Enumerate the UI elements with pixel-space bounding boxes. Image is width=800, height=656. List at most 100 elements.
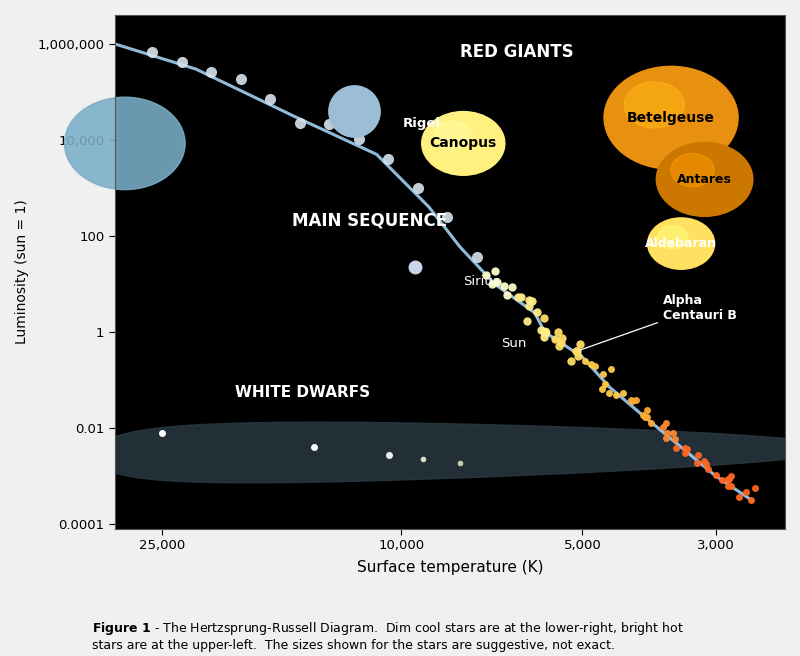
- Circle shape: [670, 154, 714, 187]
- Point: [514, 291, 527, 302]
- Text: Alpha
Centauri B: Alpha Centauri B: [580, 294, 737, 350]
- Y-axis label: Luminosity (sun = 1): Luminosity (sun = 1): [15, 199, 29, 344]
- Point: [382, 449, 395, 460]
- Point: [571, 350, 584, 361]
- Point: [534, 324, 547, 335]
- Point: [382, 154, 394, 164]
- Point: [506, 282, 519, 293]
- Point: [692, 449, 705, 460]
- Point: [489, 266, 502, 276]
- Point: [551, 327, 564, 337]
- Point: [660, 427, 673, 438]
- Point: [589, 361, 602, 371]
- Point: [479, 270, 492, 280]
- Point: [411, 183, 424, 194]
- Point: [637, 409, 650, 420]
- Point: [585, 358, 598, 369]
- Text: RED GIANTS: RED GIANTS: [460, 43, 574, 61]
- Point: [669, 434, 682, 444]
- Point: [522, 300, 535, 311]
- Point: [666, 428, 679, 438]
- Point: [710, 470, 722, 480]
- Circle shape: [658, 226, 688, 249]
- Circle shape: [656, 142, 753, 216]
- Point: [626, 396, 638, 406]
- Point: [596, 384, 609, 394]
- Text: Sun: Sun: [502, 337, 526, 350]
- Point: [679, 443, 692, 453]
- Point: [264, 94, 277, 104]
- Point: [352, 134, 365, 144]
- Point: [641, 412, 654, 422]
- Point: [530, 306, 543, 317]
- Circle shape: [647, 218, 714, 269]
- Point: [549, 333, 562, 344]
- Text: Canopus: Canopus: [430, 136, 497, 150]
- Point: [146, 47, 158, 57]
- Circle shape: [604, 66, 738, 169]
- Point: [700, 459, 713, 470]
- Text: $\mathbf{Figure\ 1}$ - The Hertzsprung-Russell Diagram.  Dim cool stars are at t: $\mathbf{Figure\ 1}$ - The Hertzsprung-R…: [92, 620, 684, 652]
- Point: [638, 412, 651, 422]
- Point: [617, 387, 630, 398]
- Point: [733, 492, 746, 502]
- Point: [486, 279, 499, 289]
- Point: [748, 483, 761, 493]
- Point: [490, 276, 503, 287]
- Text: Betelgeuse: Betelgeuse: [627, 111, 715, 125]
- Point: [293, 117, 306, 128]
- Point: [511, 292, 524, 302]
- Point: [417, 453, 430, 464]
- Point: [409, 261, 422, 272]
- Text: Sirius: Sirius: [463, 275, 500, 287]
- Point: [538, 327, 551, 337]
- Point: [657, 422, 670, 432]
- Point: [234, 74, 247, 85]
- Point: [702, 464, 714, 474]
- Point: [722, 480, 734, 491]
- Point: [347, 106, 360, 116]
- Point: [565, 356, 578, 366]
- Point: [526, 295, 538, 306]
- Point: [603, 388, 616, 398]
- Text: Antares: Antares: [677, 173, 732, 186]
- Point: [681, 443, 694, 454]
- Point: [553, 341, 566, 352]
- Point: [573, 339, 586, 350]
- Point: [723, 474, 736, 484]
- Point: [570, 346, 582, 357]
- Point: [640, 405, 653, 416]
- Point: [556, 333, 569, 344]
- Point: [725, 470, 738, 481]
- Point: [625, 395, 638, 405]
- Point: [570, 346, 583, 356]
- Circle shape: [624, 82, 685, 128]
- Point: [538, 313, 550, 323]
- Point: [630, 395, 642, 405]
- Point: [501, 289, 514, 300]
- Point: [659, 433, 672, 443]
- Point: [715, 475, 728, 485]
- Point: [739, 486, 752, 497]
- Point: [537, 332, 550, 342]
- Point: [605, 363, 618, 374]
- Text: Rigel: Rigel: [402, 117, 441, 130]
- Point: [597, 369, 610, 380]
- Point: [722, 474, 734, 484]
- Point: [690, 457, 703, 468]
- Point: [670, 443, 683, 453]
- Point: [598, 379, 611, 390]
- Text: MAIN SEQUENCE: MAIN SEQUENCE: [292, 211, 447, 230]
- Text: WHITE DWARFS: WHITE DWARFS: [235, 385, 370, 400]
- Point: [744, 495, 757, 505]
- Point: [498, 281, 510, 291]
- Point: [522, 295, 535, 306]
- Point: [521, 316, 534, 326]
- Point: [441, 212, 454, 222]
- Point: [679, 448, 692, 459]
- Point: [609, 390, 622, 400]
- Point: [454, 457, 466, 468]
- Circle shape: [434, 121, 471, 150]
- Polygon shape: [96, 422, 800, 483]
- Point: [156, 427, 169, 438]
